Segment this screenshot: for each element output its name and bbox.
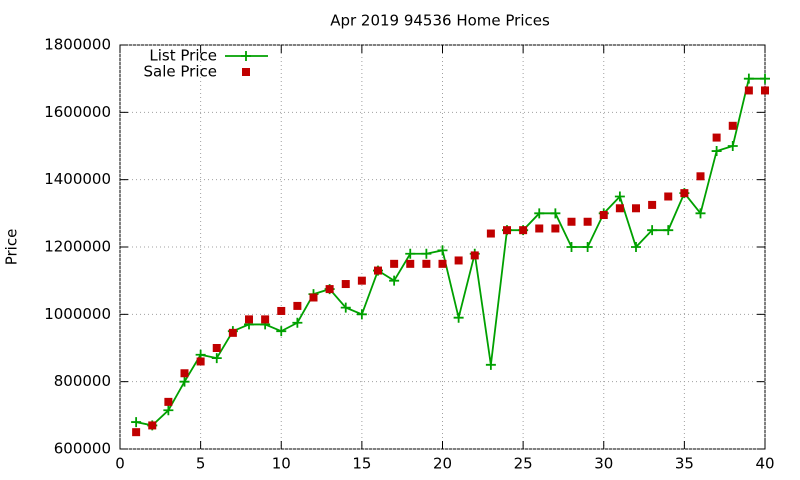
point (325, 285, 334, 294)
point (228, 328, 237, 337)
point (744, 86, 753, 95)
point (583, 217, 592, 226)
point (485, 359, 496, 370)
point (276, 326, 287, 337)
legend-label: List Price (149, 47, 217, 65)
point (695, 208, 706, 219)
point (614, 191, 625, 202)
point (389, 275, 400, 286)
y-tick-label: 800000 (54, 372, 111, 390)
point (148, 421, 157, 430)
point (421, 248, 432, 259)
point (566, 242, 577, 252)
x-tick-label: 40 (755, 455, 774, 473)
point (422, 259, 431, 268)
point (615, 204, 624, 213)
point (437, 245, 448, 256)
point (648, 200, 657, 209)
point (164, 397, 173, 406)
x-tick-label: 15 (352, 455, 371, 473)
y-tick-label: 1800000 (44, 36, 111, 54)
point (340, 302, 351, 313)
point (728, 121, 737, 130)
point (550, 208, 561, 219)
point (470, 251, 479, 260)
point (356, 309, 367, 320)
point (486, 229, 495, 238)
series-line (135, 77, 765, 427)
point (438, 259, 447, 268)
point (551, 224, 560, 233)
point (727, 141, 738, 151)
y-tick-label: 600000 (54, 440, 111, 458)
x-tick-label: 30 (594, 455, 613, 473)
x-tick-label: 0 (115, 455, 125, 473)
chart-title: Apr 2019 94536 Home Prices (330, 12, 550, 30)
point (357, 276, 366, 285)
x-tick-label: 5 (196, 455, 206, 473)
point (245, 315, 253, 324)
x-tick-label: 35 (675, 455, 694, 473)
point (390, 259, 399, 268)
point (405, 248, 416, 259)
point (179, 376, 190, 387)
point (406, 259, 415, 268)
x-tick-label: 20 (433, 455, 452, 473)
y-axis-label: Price (3, 229, 21, 266)
x-tick-label: 25 (514, 455, 533, 473)
point (503, 226, 511, 235)
point (131, 417, 142, 428)
point (711, 146, 722, 157)
point (180, 369, 189, 378)
point (712, 133, 721, 142)
point (341, 280, 350, 289)
y-tick-label: 1000000 (44, 305, 111, 323)
point (680, 189, 689, 198)
point (631, 242, 641, 252)
point (261, 315, 270, 324)
x-tick-label: 10 (272, 455, 291, 473)
point (743, 73, 754, 84)
point (454, 256, 463, 265)
point (632, 204, 640, 213)
point (696, 172, 705, 181)
point (664, 192, 673, 201)
point (534, 208, 545, 219)
legend-label: Sale Price (144, 63, 217, 81)
legend-marker (242, 68, 250, 76)
point (647, 225, 658, 236)
point (519, 226, 528, 235)
y-tick-label: 1400000 (44, 170, 111, 188)
point (599, 211, 608, 220)
point (277, 306, 286, 315)
legend-marker (241, 51, 251, 61)
point (567, 217, 576, 226)
point (309, 293, 318, 302)
point (761, 86, 769, 95)
y-tick-label: 1600000 (44, 103, 111, 121)
point (132, 428, 141, 437)
point (535, 224, 544, 233)
point (374, 266, 382, 275)
point (163, 405, 174, 416)
point (212, 344, 221, 352)
point (582, 242, 593, 252)
point (196, 357, 205, 366)
y-tick-label: 1200000 (44, 238, 111, 256)
point (453, 312, 464, 323)
point (211, 353, 222, 364)
point (760, 73, 770, 84)
point (292, 317, 303, 328)
point (663, 225, 674, 236)
point (293, 301, 302, 310)
